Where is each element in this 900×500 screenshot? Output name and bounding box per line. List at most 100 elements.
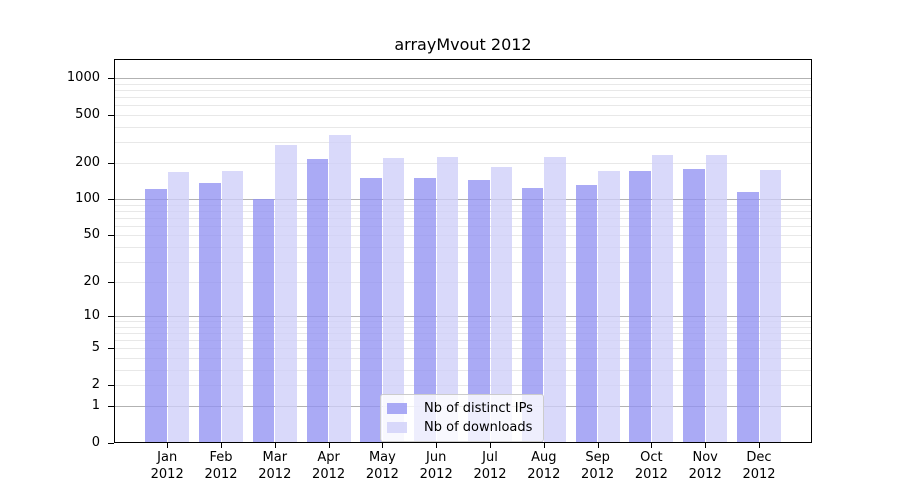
y-axis-tick — [108, 114, 114, 116]
x-axis-tick — [759, 443, 760, 448]
legend-label: Nb of distinct IPs — [424, 401, 533, 416]
y-axis-tick-label: 100 — [75, 191, 100, 207]
minor-gridline — [115, 369, 811, 371]
minor-gridline — [115, 340, 811, 342]
major-gridline — [115, 78, 811, 80]
minor-gridline — [115, 282, 811, 284]
x-axis-tick — [597, 443, 599, 448]
chart-title: arrayMvout 2012 — [394, 35, 532, 54]
bar-jun-downloads — [436, 157, 459, 442]
minor-gridline — [115, 384, 811, 386]
x-axis-tick-label: Oct 2012 — [634, 450, 668, 482]
bar-feb-distinct-ips — [199, 182, 221, 442]
minor-gridline — [115, 261, 811, 263]
bar-aug-distinct-ips — [521, 187, 544, 442]
x-axis-tick — [705, 443, 707, 448]
minor-gridline — [115, 163, 811, 164]
x-axis-tick — [328, 443, 330, 448]
minor-gridline — [115, 225, 811, 227]
y-axis-tick-label: 1 — [91, 398, 100, 414]
minor-gridline — [115, 97, 811, 99]
x-axis-tick — [543, 443, 545, 448]
x-axis-tick-label: Apr 2012 — [312, 450, 346, 482]
y-axis-tick-label: 5 — [91, 340, 100, 356]
y-axis-tick-label: 200 — [75, 155, 100, 170]
x-axis-tick-label: Jan 2012 — [150, 450, 184, 482]
legend-item: Nb of distinct IPs — [387, 401, 533, 416]
y-axis-tick-label: 10 — [83, 308, 100, 324]
minor-gridline — [115, 114, 811, 116]
x-axis-tick — [490, 443, 491, 448]
x-axis-tick — [651, 443, 653, 448]
bar-mar-distinct-ips — [252, 198, 275, 442]
legend-item: Nb of downloads — [387, 420, 533, 435]
minor-gridline — [115, 210, 811, 212]
minor-gridline — [115, 326, 811, 328]
minor-gridline — [115, 217, 811, 219]
x-axis-tick-label: Dec 2012 — [742, 450, 776, 482]
x-axis-tick-label: Sep 2012 — [581, 450, 615, 482]
bar-jan-downloads — [167, 171, 190, 442]
y-axis-tick — [108, 282, 114, 284]
bar-feb-downloads — [221, 170, 243, 442]
legend-swatch — [387, 422, 407, 433]
minor-gridline — [115, 141, 811, 143]
y-axis-tick — [108, 443, 114, 444]
x-axis-tick — [221, 443, 222, 448]
x-axis-tick — [167, 443, 169, 448]
x-axis-tick-label: Nov 2012 — [688, 450, 722, 482]
y-axis-tick — [108, 163, 114, 164]
bar-sep-downloads — [598, 170, 620, 442]
bar-may-distinct-ips — [360, 178, 382, 442]
bar-dec-distinct-ips — [737, 191, 759, 442]
bar-oct-distinct-ips — [629, 170, 651, 442]
bar-mar-downloads — [275, 145, 297, 442]
plot-area — [114, 59, 812, 443]
x-axis-tick-label: Jul 2012 — [473, 450, 507, 482]
y-axis-tick — [108, 384, 114, 386]
x-axis-tick-label: Aug 2012 — [527, 450, 561, 482]
y-axis-tick-label: 0 — [91, 435, 100, 450]
minor-gridline — [115, 204, 811, 206]
minor-gridline — [115, 348, 811, 350]
y-axis-tick-label: 1000 — [66, 70, 100, 86]
y-axis-tick-label: 500 — [75, 106, 100, 122]
x-axis-tick-label: Feb 2012 — [204, 450, 238, 482]
x-axis-tick — [436, 443, 438, 448]
bar-aug-downloads — [544, 157, 566, 442]
y-axis-tick-label: 2 — [91, 376, 100, 392]
x-axis-tick-label: Jun 2012 — [419, 450, 453, 482]
y-axis-tick — [108, 199, 114, 201]
minor-gridline — [115, 126, 811, 128]
minor-gridline — [115, 321, 811, 323]
minor-gridline — [115, 358, 811, 360]
minor-gridline — [115, 333, 811, 335]
bar-oct-downloads — [651, 154, 674, 442]
minor-gridline — [115, 90, 811, 91]
bar-dec-downloads — [759, 170, 781, 442]
bar-jul-distinct-ips — [468, 179, 490, 442]
x-axis-tick — [274, 443, 276, 448]
bar-may-downloads — [382, 158, 405, 442]
legend-swatch — [387, 403, 407, 414]
major-gridline — [115, 316, 811, 318]
x-axis-tick-label: Mar 2012 — [258, 450, 292, 482]
major-gridline — [115, 199, 811, 201]
bar-apr-distinct-ips — [306, 159, 329, 442]
x-axis-tick — [382, 443, 384, 448]
minor-gridline — [115, 83, 811, 85]
minor-gridline — [115, 235, 811, 237]
bar-sep-distinct-ips — [575, 185, 598, 442]
y-axis-tick — [108, 235, 114, 237]
bar-jun-distinct-ips — [414, 178, 436, 442]
y-axis-tick-label: 20 — [83, 274, 100, 290]
y-axis-tick-label: 50 — [83, 227, 100, 243]
minor-gridline — [115, 246, 811, 248]
bar-nov-distinct-ips — [683, 168, 705, 442]
bar-jan-distinct-ips — [145, 189, 167, 442]
legend: Nb of distinct IPs Nb of downloads — [380, 394, 544, 442]
bar-nov-downloads — [705, 154, 728, 442]
bar-jul-downloads — [490, 166, 512, 442]
y-axis-tick — [108, 406, 114, 408]
